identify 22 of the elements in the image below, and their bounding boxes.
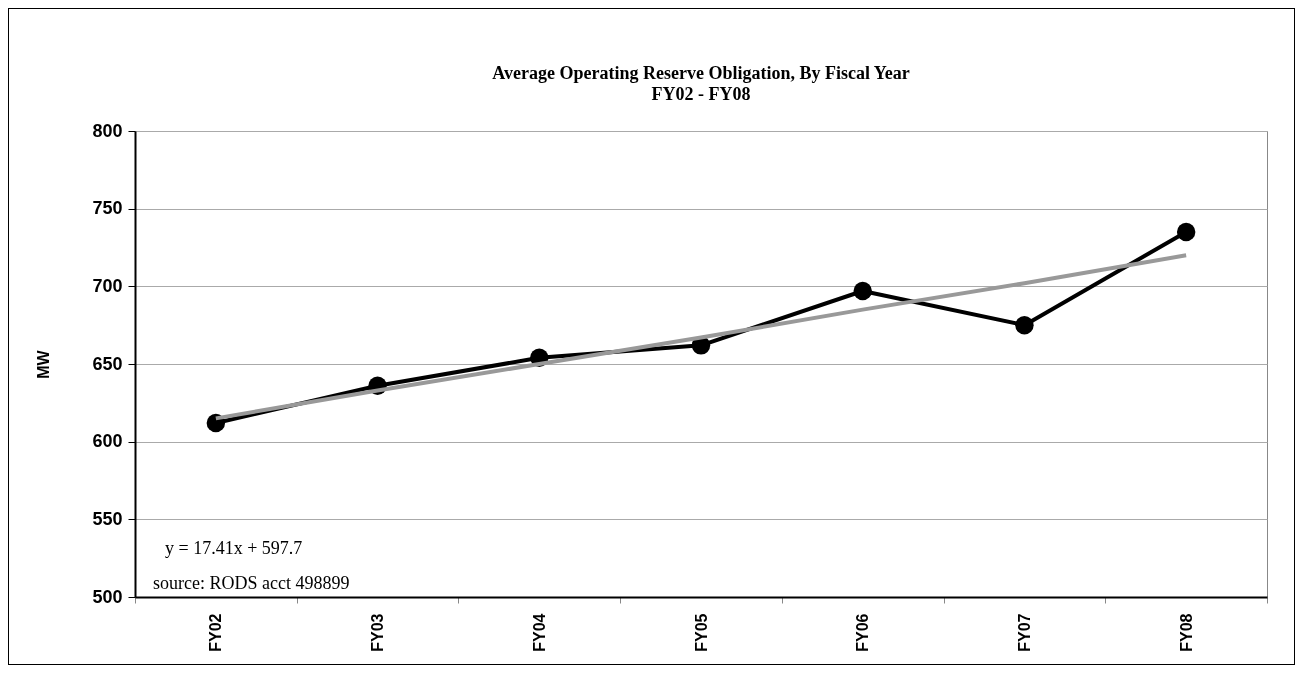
y-axis-title: MW [35,349,53,379]
x-tick-label: FY08 [1177,613,1195,652]
chart-title: Average Operating Reserve Obligation, By Fiscal Year [492,63,910,83]
annotation: source: RODS acct 498899 [153,573,350,593]
y-tick-label: 800 [92,120,123,141]
y-tick-label: 600 [92,431,123,452]
x-tick-label: FY02 [207,613,225,652]
point [1176,222,1196,242]
x-tick-label: FY07 [1015,613,1033,652]
y-tick-label: 500 [92,586,123,607]
y-tick-label: 750 [92,198,123,219]
chart-subtitle: FY02 - FY08 [651,84,751,104]
x-tick-label: FY06 [854,613,872,652]
point [1015,315,1034,335]
y-tick-label: 550 [92,508,123,529]
x-tick-label: FY04 [530,613,548,652]
y-tick-label: 650 [92,353,123,374]
annotation: y = 17.41x + 597.7 [165,538,303,558]
x-tick-label: FY03 [369,613,387,652]
point [853,281,872,301]
x-tick-label: FY05 [692,613,710,652]
y-tick-label: 700 [92,275,123,296]
